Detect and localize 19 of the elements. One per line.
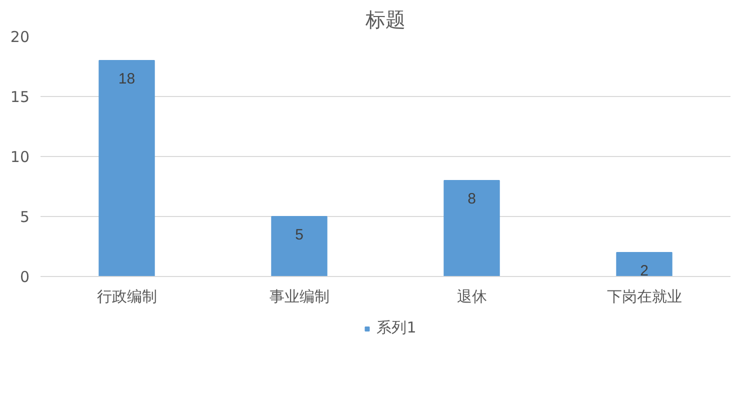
data-label: 18 [118,70,136,88]
x-tick-label: 行政编制 [96,288,157,306]
y-tick-label: 15 [10,88,30,106]
legend-label: 系列1 [376,318,416,338]
data-label: 8 [468,190,476,208]
bar [616,252,672,276]
y-tick-label: 10 [10,148,30,166]
y-tick-label: 0 [20,268,30,286]
bar [98,60,155,276]
x-tick-label: 下岗在就业 [606,288,682,306]
data-label: 2 [640,262,648,280]
bar [271,216,328,276]
x-tick-label: 事业编制 [269,288,330,306]
y-tick-label: 5 [20,208,30,226]
data-label: 5 [295,226,304,244]
chart-title: 标题 [364,8,406,32]
y-tick-label: 20 [10,28,30,46]
x-tick-label: 退休 [456,288,487,306]
bar [444,180,500,276]
